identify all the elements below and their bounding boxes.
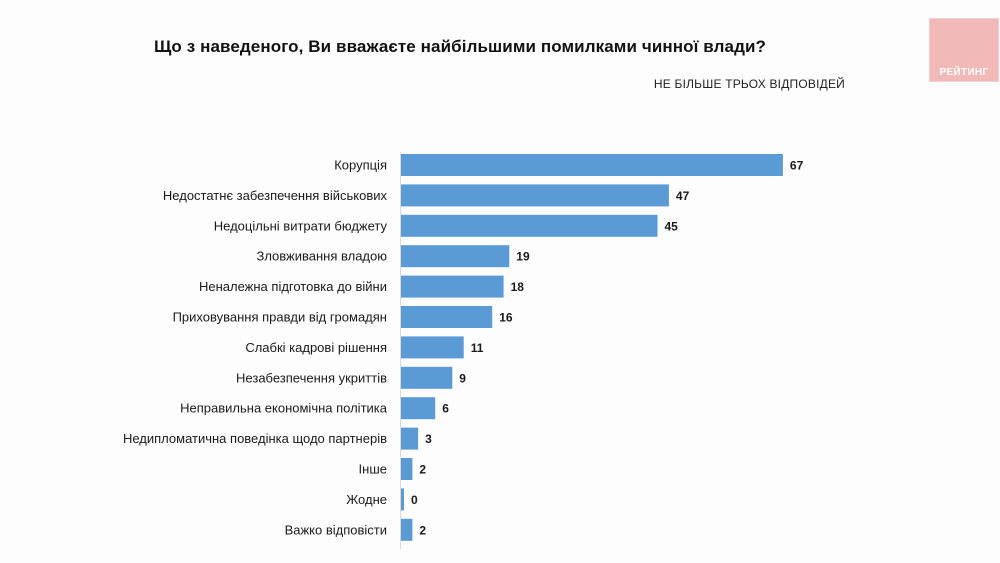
bar [401,184,669,207]
bar-row: Жодне 0 [346,488,418,511]
value-label: 9 [459,371,466,385]
brand-logo-text: РЕЙТИНГ [939,67,989,78]
bar-row: Інше 2 [359,458,426,480]
category-label: Недипломатична поведінка щодо партнерів [123,431,387,446]
bar-row: Незабезпечення укриттів 9 [236,366,466,389]
value-label: 47 [676,189,690,203]
bar-row: Неправильна економічна політика 6 [180,397,449,420]
category-label: Недоцільні витрати бюджету [214,218,388,233]
bar [401,275,504,298]
bar-row: Приховування правди від громадян 16 [173,306,513,328]
category-label: Жодне [346,492,387,507]
bar [401,518,413,541]
category-label: Приховування правди від громадян [173,310,387,325]
bar [401,154,783,176]
bars-layer: Корупція 67 Недостатнє забезпечення військ… [123,154,804,541]
value-label: 45 [665,219,679,233]
chart-subtitle: НЕ БІЛЬШЕ ТРЬОХ ВІДПОВІДЕЙ [653,77,845,91]
category-label: Зловживання владою [256,249,387,264]
bar [401,366,453,389]
value-label: 18 [511,280,525,294]
bar [401,458,413,480]
bar-row: Недоцільні витрати бюджету 45 [214,214,679,237]
category-label: Важко відповісти [285,522,387,537]
bar [401,306,493,328]
value-label: 3 [425,432,432,446]
value-label: 2 [419,463,426,477]
category-label: Неналежна підготовка до війни [199,279,387,294]
bar-row: Недостатнє забезпечення військових 47 [163,184,690,207]
bar [401,397,436,420]
value-label: 2 [419,523,426,537]
bar-row: Слабкі кадрові рішення 11 [245,336,484,359]
bar-row: Зловживання владою 19 [256,245,530,268]
category-label: Неправильна економічна політика [180,401,388,416]
bar-row: Важко відповісти 2 [285,518,426,541]
category-label: Незабезпечення укриттів [236,370,387,385]
value-label: 11 [471,341,484,355]
value-label: 67 [790,159,804,173]
bar [401,245,510,268]
category-label: Недостатнє забезпечення військових [163,188,388,203]
category-label: Корупція [334,158,387,173]
bar [401,427,419,450]
bar [401,488,404,511]
value-label: 19 [516,250,530,264]
bar [401,336,464,359]
value-label: 16 [499,311,513,325]
category-label: Інше [359,462,387,477]
category-label: Слабкі кадрові рішення [245,340,387,355]
brand-logo: РЕЙТИНГ [929,18,999,82]
bar-row: Корупція 67 [334,154,804,176]
bar-row: Недипломатична поведінка щодо партнерів 3 [123,427,432,450]
value-label: 0 [411,493,418,507]
bar [401,214,658,237]
value-label: 6 [442,402,449,416]
bar-row: Неналежна підготовка до війни 18 [199,275,525,298]
chart-title: Що з наведеного, Ви вважаєте найбільшими… [153,37,767,56]
